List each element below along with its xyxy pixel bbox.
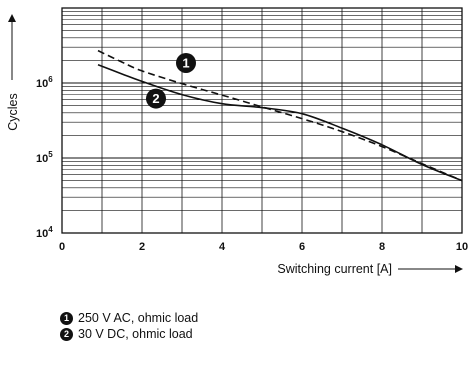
series-marker-2 [146, 88, 166, 109]
tick-labels: 0 2 4 6 8 10 104 105 106 [36, 75, 468, 253]
x-axis-title: Switching current [A] [277, 262, 392, 276]
series-marker-label: 2 [152, 91, 159, 106]
y-tick-label: 106 [36, 75, 53, 90]
legend-item: 2 30 V DC, ohmic load [60, 326, 198, 342]
legend-label: 30 V DC, ohmic load [78, 327, 193, 341]
plot-frame [61, 7, 463, 234]
series-marker-label: 1 [182, 55, 189, 70]
marker-1-icon: 1 [60, 311, 73, 325]
y-tick-label: 104 [36, 225, 53, 240]
series-lines [97, 49, 463, 182]
series-marker-1 [176, 52, 196, 73]
legend: 1 250 V AC, ohmic load 2 30 V DC, ohmic … [60, 310, 198, 342]
y-tick-label: 105 [36, 150, 53, 165]
x-tick-label: 8 [379, 241, 385, 253]
series-line-1 [97, 49, 463, 182]
x-tick-label: 4 [219, 241, 226, 253]
legend-label: 250 V AC, ohmic load [78, 311, 199, 325]
series-line-2 [97, 64, 463, 182]
x-tick-label: 10 [456, 241, 468, 253]
x-tick-label: 6 [299, 241, 305, 253]
y-axis-title: Cycles [6, 93, 20, 131]
legend-item: 1 250 V AC, ohmic load [60, 310, 198, 326]
marker-2-icon: 2 [60, 327, 73, 341]
grid [62, 8, 462, 233]
x-tick-label: 2 [139, 241, 145, 253]
series-markers: 12 [146, 52, 196, 109]
x-tick-label: 0 [59, 241, 65, 253]
